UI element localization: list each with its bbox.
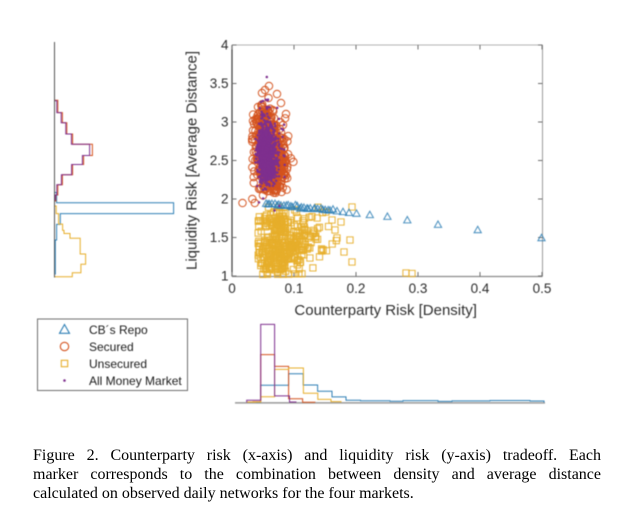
svg-text:0.3: 0.3: [409, 281, 428, 296]
svg-text:CB´s Repo: CB´s Repo: [89, 323, 148, 337]
svg-text:0.2: 0.2: [347, 281, 366, 296]
svg-text:2.5: 2.5: [210, 153, 229, 168]
svg-text:3.5: 3.5: [210, 76, 229, 91]
svg-text:Secured: Secured: [89, 340, 134, 354]
svg-text:0.1: 0.1: [285, 281, 304, 296]
svg-text:3: 3: [221, 115, 229, 130]
svg-text:2: 2: [221, 192, 229, 207]
svg-text:1.5: 1.5: [210, 230, 229, 245]
svg-text:Liquidity Risk [Average Distan: Liquidity Risk [Average Distance]: [184, 51, 201, 270]
svg-text:0.5: 0.5: [533, 281, 552, 296]
svg-text:Unsecured: Unsecured: [89, 357, 147, 371]
svg-text:0.4: 0.4: [471, 281, 490, 296]
svg-text:All Money Market: All Money Market: [89, 374, 182, 388]
svg-text:0: 0: [228, 281, 236, 296]
svg-text:Counterparty Risk [Density]: Counterparty Risk [Density]: [294, 302, 477, 319]
svg-text:1: 1: [221, 269, 229, 284]
svg-text:4: 4: [221, 38, 229, 53]
